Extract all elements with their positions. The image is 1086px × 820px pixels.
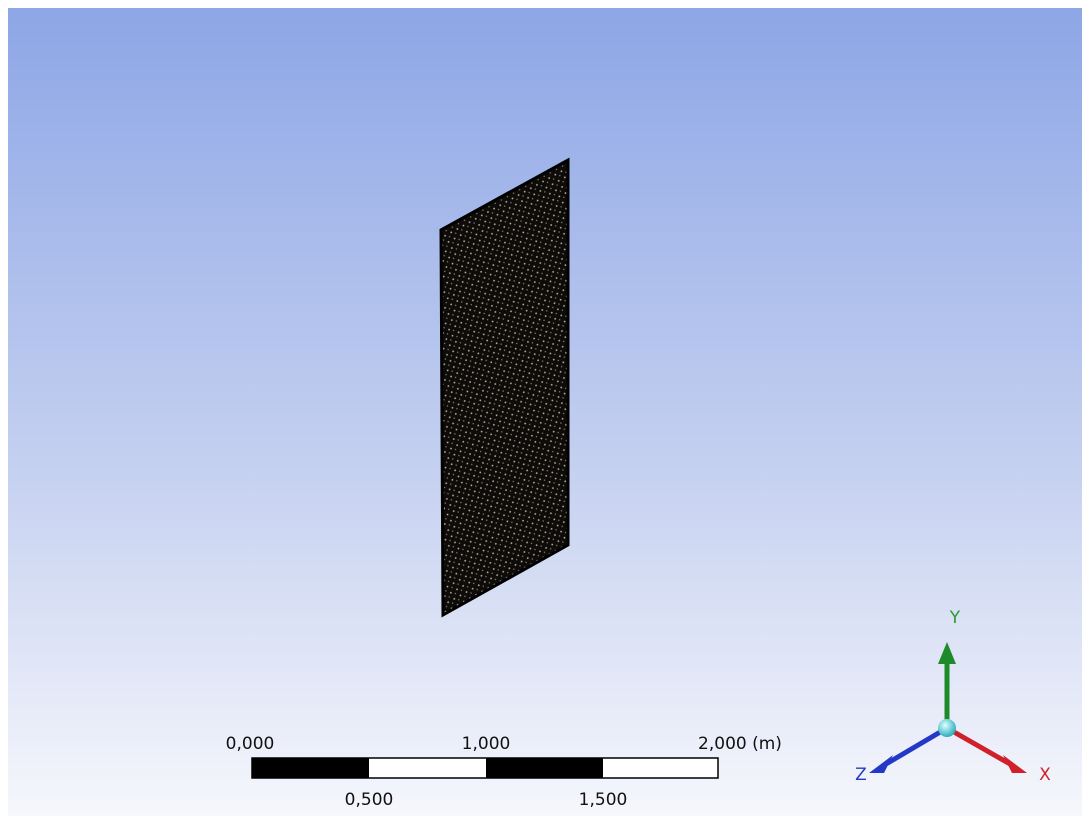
scale-label: 1,000 [462, 734, 511, 754]
scale-label: 2,000 (m) [698, 734, 782, 754]
scale-bar-segment [486, 758, 603, 778]
graphics-window: 0,000 1,000 2,000 (m) 0,500 1,500 Y X Z [0, 0, 1086, 820]
y-axis-label: Y [949, 608, 961, 628]
scale-bar-segment [252, 758, 369, 778]
scale-label: 0,500 [345, 790, 394, 810]
triad-origin [938, 719, 956, 737]
x-axis-label: X [1039, 765, 1051, 785]
scale-label: 0,000 [226, 734, 275, 754]
mesh-body [441, 160, 568, 615]
z-axis-label: Z [855, 765, 867, 785]
scale-label: 1,500 [579, 790, 628, 810]
